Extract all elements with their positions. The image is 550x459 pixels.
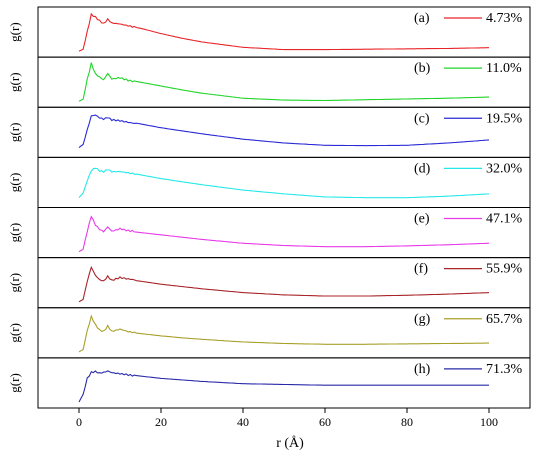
panel-tag: (d) (414, 161, 431, 176)
panel-tag: (f) (414, 262, 428, 277)
y-axis-label: g(r) (7, 173, 22, 193)
panel-frame (37, 357, 531, 409)
legend-entry: (h) 71.3% (414, 362, 523, 377)
x-tick-label: 20 (155, 415, 167, 429)
panel-frame (37, 307, 531, 359)
legend-entry: (d) 32.0% (414, 161, 523, 176)
legend-entry: (e) 47.1% (414, 212, 523, 227)
panel-e: g(r) (e) 47.1% (7, 207, 531, 259)
x-axis-label: r (Å) (276, 435, 304, 451)
x-axis: 0 20 40 60 80 100 (76, 408, 498, 429)
legend-entry: (a) 4.73% (414, 11, 523, 26)
legend-entry: (c) 19.5% (414, 111, 523, 126)
panel-d: g(r) (d) 32.0% (7, 156, 531, 208)
legend-label: 71.3% (486, 362, 523, 377)
panel-frame (37, 106, 531, 158)
x-tick-label: 60 (319, 415, 331, 429)
panel-c: g(r) (c) 19.5% (7, 106, 531, 158)
series-line (78, 12, 489, 52)
y-axis-label: g(r) (7, 223, 22, 243)
panel-tag: (e) (414, 212, 430, 227)
panel-tag: (a) (414, 11, 430, 26)
x-tick-label: 100 (480, 415, 498, 429)
y-axis-label: g(r) (7, 123, 22, 143)
x-tick-label: 40 (237, 415, 249, 429)
panel-a: g(r) (a) 4.73% (7, 6, 531, 58)
panel-tag: (c) (414, 111, 430, 126)
panel-b: g(r) (b) 11.0% (7, 56, 531, 108)
panel-frame (37, 257, 531, 309)
panel-g: g(r) (g) 65.7% (7, 307, 531, 359)
legend-label: 19.5% (486, 111, 523, 126)
panel-tag: (h) (414, 362, 431, 377)
legend-label: 32.0% (486, 161, 523, 176)
series-line (78, 370, 489, 403)
legend-entry: (g) 65.7% (414, 312, 523, 327)
series-line (78, 215, 490, 253)
panel-frame (37, 156, 531, 208)
legend-entry: (b) 11.0% (414, 61, 522, 76)
panel-h: g(r) (h) 71.3% (7, 357, 531, 409)
series-line (78, 114, 490, 149)
legend-label: 4.73% (486, 11, 523, 26)
y-axis-label: g(r) (7, 323, 22, 343)
y-axis-label: g(r) (7, 22, 22, 42)
panel-tag: (b) (414, 61, 431, 76)
x-tick-label: 0 (76, 415, 82, 429)
y-axis-label: g(r) (7, 373, 22, 393)
panel-frame (37, 207, 531, 259)
legend-label: 47.1% (486, 212, 523, 227)
series-line (78, 62, 489, 102)
panel-tag: (g) (414, 312, 431, 327)
series-line (78, 265, 490, 303)
y-axis-label: g(r) (7, 273, 22, 293)
series-line (78, 167, 490, 199)
legend-label: 55.9% (486, 262, 523, 277)
legend-label: 11.0% (486, 61, 522, 76)
panel-f: g(r) (f) 55.9% (7, 257, 531, 309)
series-line (78, 314, 489, 353)
x-tick-label: 80 (401, 415, 413, 429)
y-axis-label: g(r) (7, 72, 22, 92)
legend-entry: (f) 55.9% (414, 262, 523, 277)
panels-group: g(r)(a) 4.73%g(r)(b) 11.0%g(r)(c) 19.5%g(r)… (7, 6, 531, 409)
legend-label: 65.7% (486, 312, 523, 327)
